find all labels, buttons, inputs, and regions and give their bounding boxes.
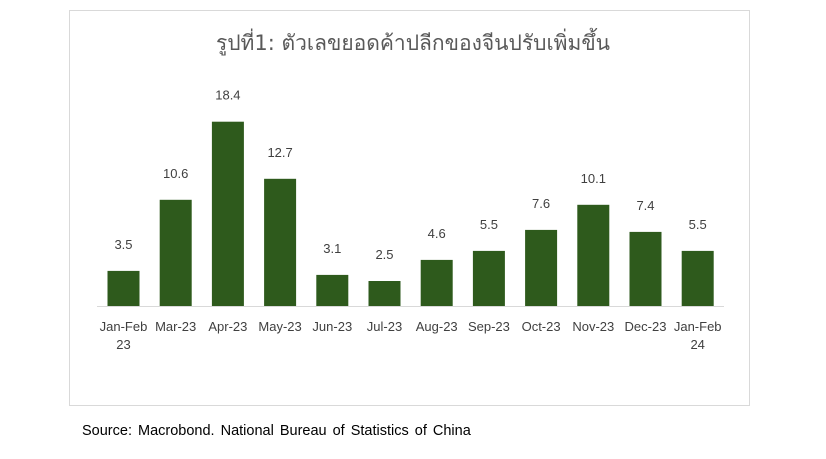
chart-title: รูปที่1: ตัวเลขยอดค้าปลีกของจีนปรับเพิ่ม…: [215, 31, 611, 55]
x-tick-labels-layer: Jan-Feb 23 Mar-23 Apr-23 May-23 Jun-23 Jul-23 A…: [100, 319, 722, 352]
bar: [159, 199, 192, 306]
x-tick-label: Jan-Feb: [100, 319, 148, 334]
x-tick-label: Jun-23: [312, 319, 352, 334]
data-label: 10.6: [163, 166, 188, 181]
bar: [368, 281, 401, 306]
bar: [525, 229, 558, 306]
data-label: 2.5: [375, 247, 393, 262]
data-label: 7.4: [636, 198, 654, 213]
x-tick-label: May-23: [258, 319, 301, 334]
bar: [629, 231, 662, 306]
x-tick-label: Mar-23: [155, 319, 196, 334]
data-label: 10.1: [581, 171, 606, 186]
data-label: 5.5: [689, 217, 707, 232]
x-tick-label: Jul-23: [367, 319, 402, 334]
data-label: 3.1: [323, 241, 341, 256]
bar: [211, 121, 244, 306]
x-tick-label: Apr-23: [208, 319, 247, 334]
bar: [316, 274, 349, 306]
data-label: 12.7: [267, 145, 292, 160]
data-label: 7.6: [532, 196, 550, 211]
x-tick-label: Oct-23: [522, 319, 561, 334]
bar: [472, 250, 505, 306]
data-label: 4.6: [428, 226, 446, 241]
x-tick-label: Sep-23: [468, 319, 510, 334]
bar: [420, 259, 453, 306]
bar: [577, 204, 610, 306]
x-tick-label: 23: [116, 337, 130, 352]
bar: [107, 270, 140, 306]
data-labels-layer: 3.5 10.6 18.4 12.7 3.1 2.5 4.6 5.5 7.6 10.1 7.4 5.5: [114, 88, 706, 262]
bar: [681, 250, 714, 306]
data-label: 5.5: [480, 217, 498, 232]
data-label: 3.5: [114, 237, 132, 252]
x-tick-label: 24: [690, 337, 704, 352]
bar: [264, 178, 297, 306]
source-note: Source: Macrobond. National Bureau of St…: [82, 423, 471, 439]
data-label: 18.4: [215, 88, 240, 103]
x-tick-label: Nov-23: [572, 319, 614, 334]
bars-layer: [107, 121, 714, 306]
x-tick-label: Aug-23: [416, 319, 458, 334]
x-tick-label: Dec-23: [625, 319, 667, 334]
x-tick-label: Jan-Feb: [674, 319, 722, 334]
